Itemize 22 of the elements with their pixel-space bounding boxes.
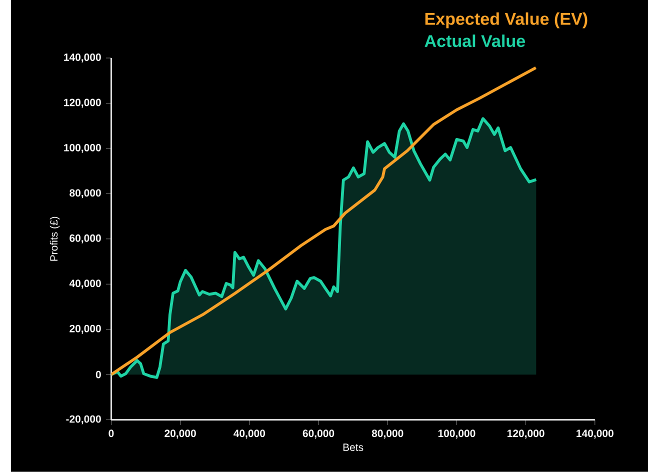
line-series [111, 66, 538, 376]
y-tick-label: 40,000 [69, 280, 101, 289]
y-tick-label: 120,000 [64, 98, 101, 108]
x-tick-label: 140,000 [576, 430, 614, 439]
y-tick-label: 80,000 [70, 189, 101, 198]
y-tick-label: 60,000 [70, 234, 101, 244]
y-tick-label: 20,000 [70, 324, 101, 334]
text: Expected Value (EV) [425, 12, 588, 28]
y-tick-label: 140,000 [64, 54, 101, 63]
x-tick-label: 40,000 [234, 430, 266, 439]
y-axis-title: Profits (£) [50, 216, 60, 261]
x-tick-label: 0 [108, 430, 114, 438]
x-axis-title: Bets [343, 444, 364, 452]
x-tick-label: 100,000 [438, 430, 476, 439]
x-tick-label: 60,000 [302, 430, 334, 439]
text: Actual Value [424, 34, 526, 48]
x-tick-label: 80,000 [372, 430, 404, 439]
y-tick-label: 100,000 [64, 144, 101, 153]
y-tick-label: 0 [96, 370, 101, 378]
x-tick-label: 20,000 [164, 430, 196, 439]
x-tick-label: 120,000 [508, 430, 544, 439]
y-tick-label: -20,000 [66, 415, 101, 424]
